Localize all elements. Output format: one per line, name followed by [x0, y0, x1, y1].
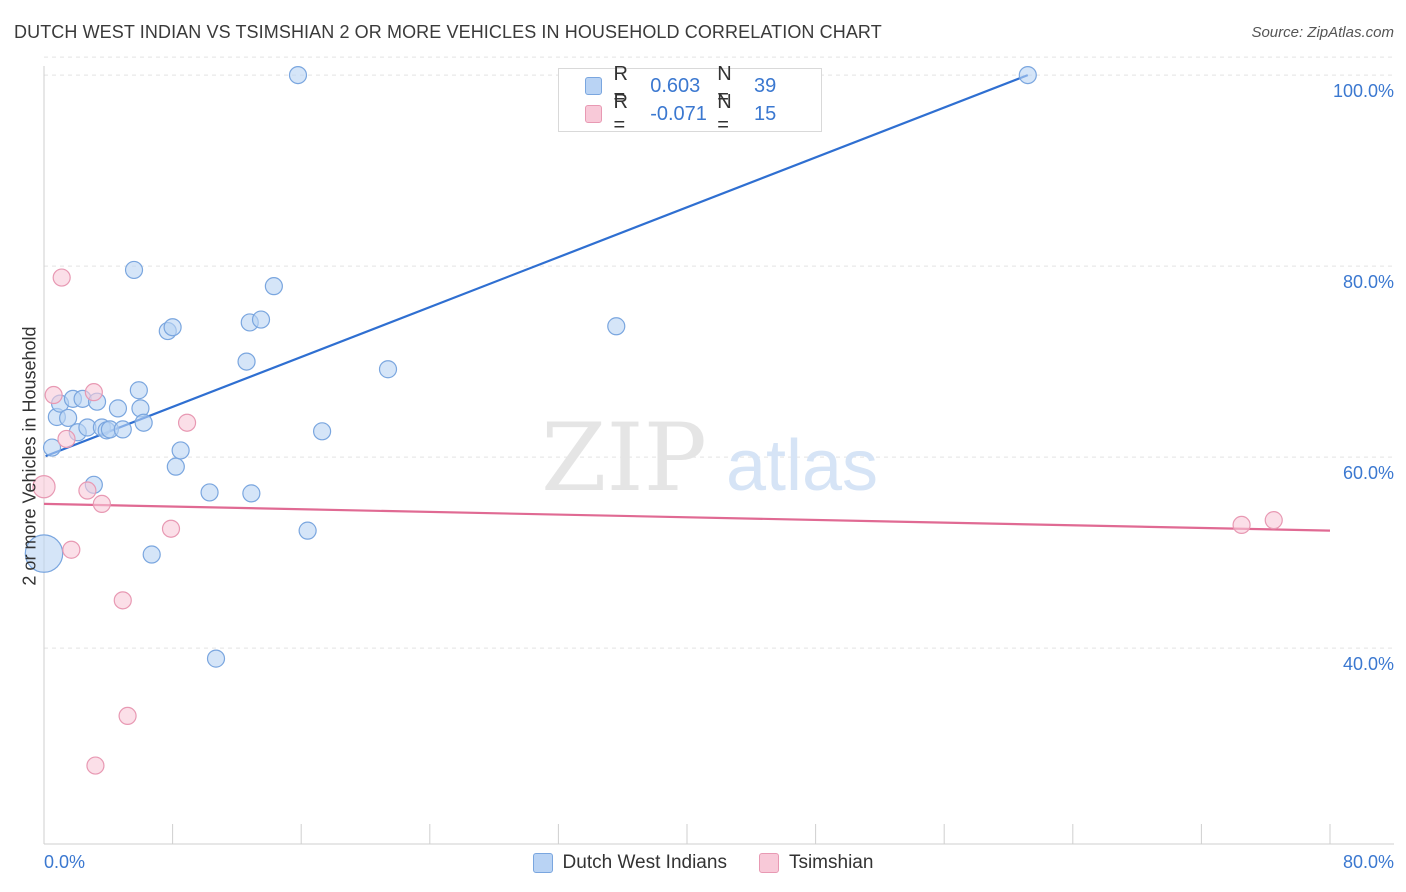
x-tick-label-max: 80.0% — [1342, 852, 1394, 872]
data-point-dutch-west-indians — [142, 545, 161, 564]
data-point-tsimshian — [118, 706, 137, 726]
data-point-dutch-west-indians — [206, 649, 226, 668]
trend-line-tsimshian — [43, 502, 1331, 532]
y-axis-label: 2 or more Vehicles in Household — [19, 326, 40, 586]
trend-lines — [43, 74, 1331, 532]
legend-r-value: 0.603 — [650, 74, 701, 97]
legend-swatch-blue — [585, 77, 602, 95]
data-point-tsimshian — [86, 756, 105, 775]
data-point-dutch-west-indians — [288, 65, 308, 85]
y-tick-label: 40.0% — [1342, 654, 1394, 675]
data-point-tsimshian — [1264, 511, 1283, 530]
data-point-tsimshian — [84, 383, 103, 402]
data-points — [24, 65, 1283, 775]
data-point-dutch-west-indians — [129, 381, 148, 400]
data-point-tsimshian — [1232, 515, 1251, 535]
legend-swatch-pink — [585, 105, 602, 123]
legend-r-key: R = — [613, 91, 628, 136]
data-point-tsimshian — [57, 429, 76, 449]
data-point-dutch-west-indians — [251, 310, 271, 329]
watermark-atlas: atlas — [726, 426, 878, 506]
legend-row-dutch-west-indians: R = 0.603 N = 39 — [585, 63, 821, 108]
y-tick-label: 80.0% — [1342, 272, 1394, 293]
data-point-dutch-west-indians — [59, 408, 78, 428]
data-point-dutch-west-indians — [113, 420, 132, 439]
data-point-tsimshian — [52, 268, 71, 287]
data-point-dutch-west-indians — [124, 260, 144, 280]
legend-n-key: N = — [717, 63, 732, 108]
legend-r-value: -0.071 — [650, 102, 707, 125]
data-point-dutch-west-indians — [237, 352, 256, 371]
legend-swatch-pink — [758, 853, 779, 873]
axes — [43, 66, 1394, 845]
legend-r-key: R = — [613, 63, 628, 108]
legend-n-value: 15 — [753, 102, 777, 125]
watermark: ZIP atlas — [541, 404, 878, 513]
data-point-tsimshian — [62, 540, 81, 559]
legend-label: Dutch West Indians — [562, 852, 727, 873]
data-point-tsimshian — [44, 385, 63, 405]
legend-n-key: N = — [717, 91, 732, 136]
series-legend: Dutch West Indians Tsimshian — [0, 852, 1406, 874]
data-point-dutch-west-indians — [163, 318, 182, 337]
source-credit: Source: ZipAtlas.com — [1251, 24, 1394, 41]
data-point-dutch-west-indians — [42, 438, 62, 457]
chart-title: DUTCH WEST INDIAN VS TSIMSHIAN 2 OR MORE… — [14, 22, 882, 42]
legend-swatch-blue — [532, 853, 553, 873]
data-point-tsimshian — [113, 591, 132, 610]
data-point-dutch-west-indians — [312, 422, 332, 441]
data-point-dutch-west-indians — [171, 441, 190, 460]
data-point-dutch-west-indians — [134, 413, 153, 432]
y-tick-label: 60.0% — [1342, 463, 1394, 484]
data-point-tsimshian — [161, 519, 181, 538]
x-tick-label-min: 0.0% — [44, 852, 86, 872]
data-point-tsimshian — [92, 494, 111, 513]
data-point-dutch-west-indians — [264, 277, 283, 296]
legend-item-tsimshian: Tsimshian — [758, 852, 874, 874]
data-point-tsimshian — [32, 475, 56, 499]
legend-row-tsimshian: R = -0.071 N = 15 — [585, 91, 821, 136]
legend-label: Tsimshian — [788, 852, 874, 873]
data-point-dutch-west-indians — [200, 483, 219, 502]
correlation-legend: R = 0.603 N = 39 R = -0.071 N = 15 — [558, 63, 822, 136]
data-point-tsimshian — [78, 481, 97, 500]
watermark-zip: ZIP — [541, 404, 707, 513]
data-point-dutch-west-indians — [607, 317, 626, 336]
legend-n-value: 39 — [753, 74, 777, 97]
y-tick-label: 100.0% — [1332, 81, 1394, 102]
data-point-dutch-west-indians — [242, 484, 261, 503]
data-point-tsimshian — [177, 413, 197, 432]
data-point-dutch-west-indians — [378, 360, 398, 379]
data-point-dutch-west-indians — [1018, 65, 1037, 85]
data-point-dutch-west-indians — [298, 521, 317, 540]
data-point-dutch-west-indians — [24, 534, 64, 573]
data-point-dutch-west-indians — [108, 399, 128, 418]
data-point-dutch-west-indians — [166, 457, 185, 476]
trend-line-dutch-west-indians — [45, 74, 1029, 458]
legend-item-dutch-west-indians: Dutch West Indians — [532, 852, 727, 874]
